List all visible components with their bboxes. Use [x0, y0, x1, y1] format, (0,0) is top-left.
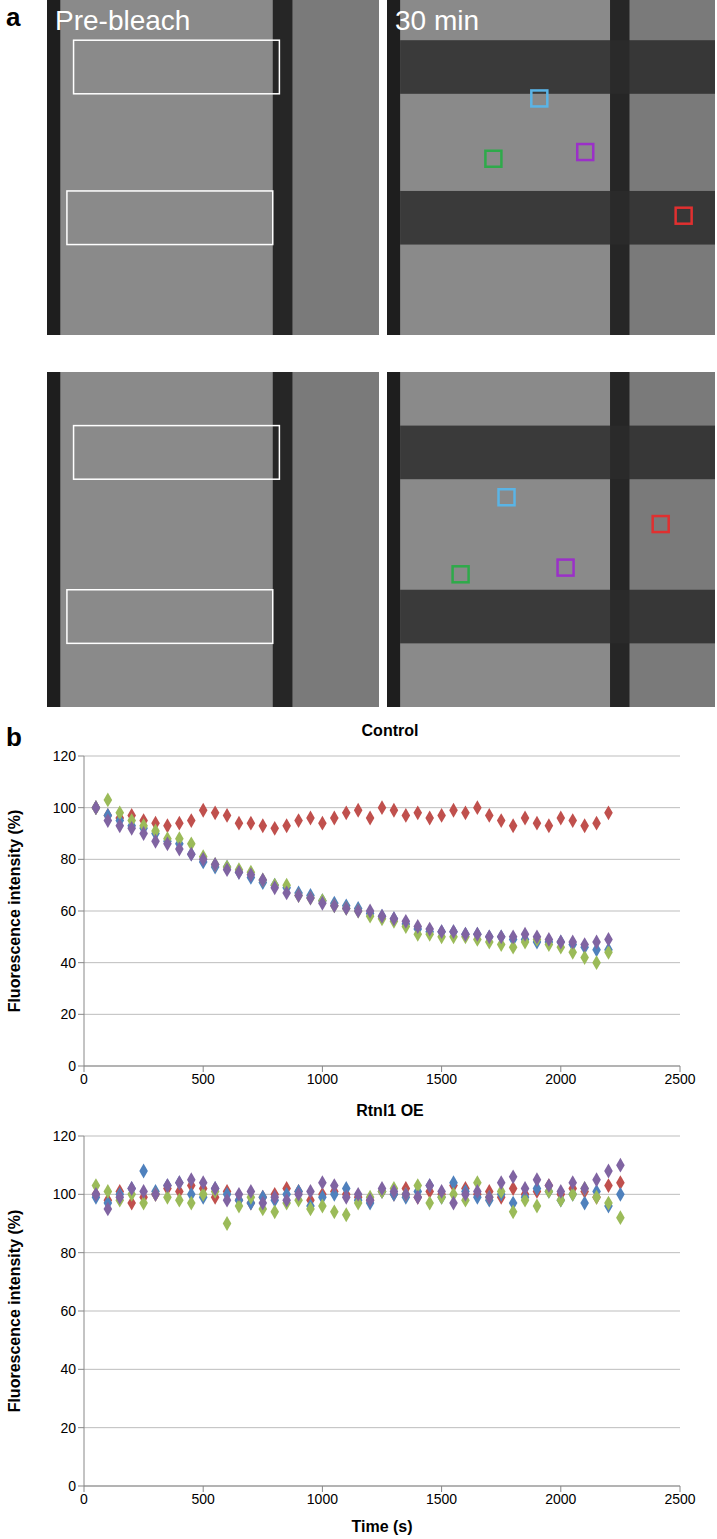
svg-text:100: 100 [53, 800, 77, 816]
svg-text:Pre-bleach: Pre-bleach [55, 5, 190, 36]
svg-text:a: a [6, 2, 21, 32]
svg-text:80: 80 [60, 1245, 76, 1261]
svg-text:80: 80 [60, 851, 76, 867]
svg-text:0: 0 [80, 1491, 88, 1507]
svg-text:120: 120 [53, 748, 77, 764]
html-text:b: b [6, 722, 22, 752]
svg-text:60: 60 [60, 903, 76, 919]
html-text:Control: Control [361, 722, 419, 739]
svg-text:40: 40 [60, 955, 76, 971]
svg-text:120: 120 [53, 1128, 77, 1144]
svg-text:0: 0 [80, 1071, 88, 1087]
svg-text:Fluorescence intensity (%): Fluorescence intensity (%) [6, 1210, 23, 1413]
svg-text:Fluorescence intensity (%): Fluorescence intensity (%) [6, 810, 23, 1013]
svg-text:0: 0 [68, 1058, 76, 1074]
svg-text:2000: 2000 [545, 1491, 576, 1507]
svg-text:20: 20 [60, 1420, 76, 1436]
svg-text:100: 100 [53, 1186, 77, 1202]
svg-text:2000: 2000 [545, 1071, 576, 1087]
svg-text:2500: 2500 [664, 1491, 695, 1507]
svg-text:500: 500 [192, 1071, 216, 1087]
svg-text:500: 500 [192, 1491, 216, 1507]
svg-text:20: 20 [60, 1006, 76, 1022]
svg-text:0: 0 [68, 1478, 76, 1494]
svg-text:Time (s): Time (s) [351, 1518, 412, 1535]
html-text:Rtnl1 OE: Rtnl1 OE [356, 1102, 424, 1119]
svg-text:1500: 1500 [426, 1071, 457, 1087]
svg-text:30 min: 30 min [395, 5, 479, 36]
svg-text:40: 40 [60, 1361, 76, 1377]
svg-text:1000: 1000 [307, 1071, 338, 1087]
svg-text:60: 60 [60, 1303, 76, 1319]
svg-text:1500: 1500 [426, 1491, 457, 1507]
svg-text:1000: 1000 [307, 1491, 338, 1507]
svg-text:2500: 2500 [664, 1071, 695, 1087]
